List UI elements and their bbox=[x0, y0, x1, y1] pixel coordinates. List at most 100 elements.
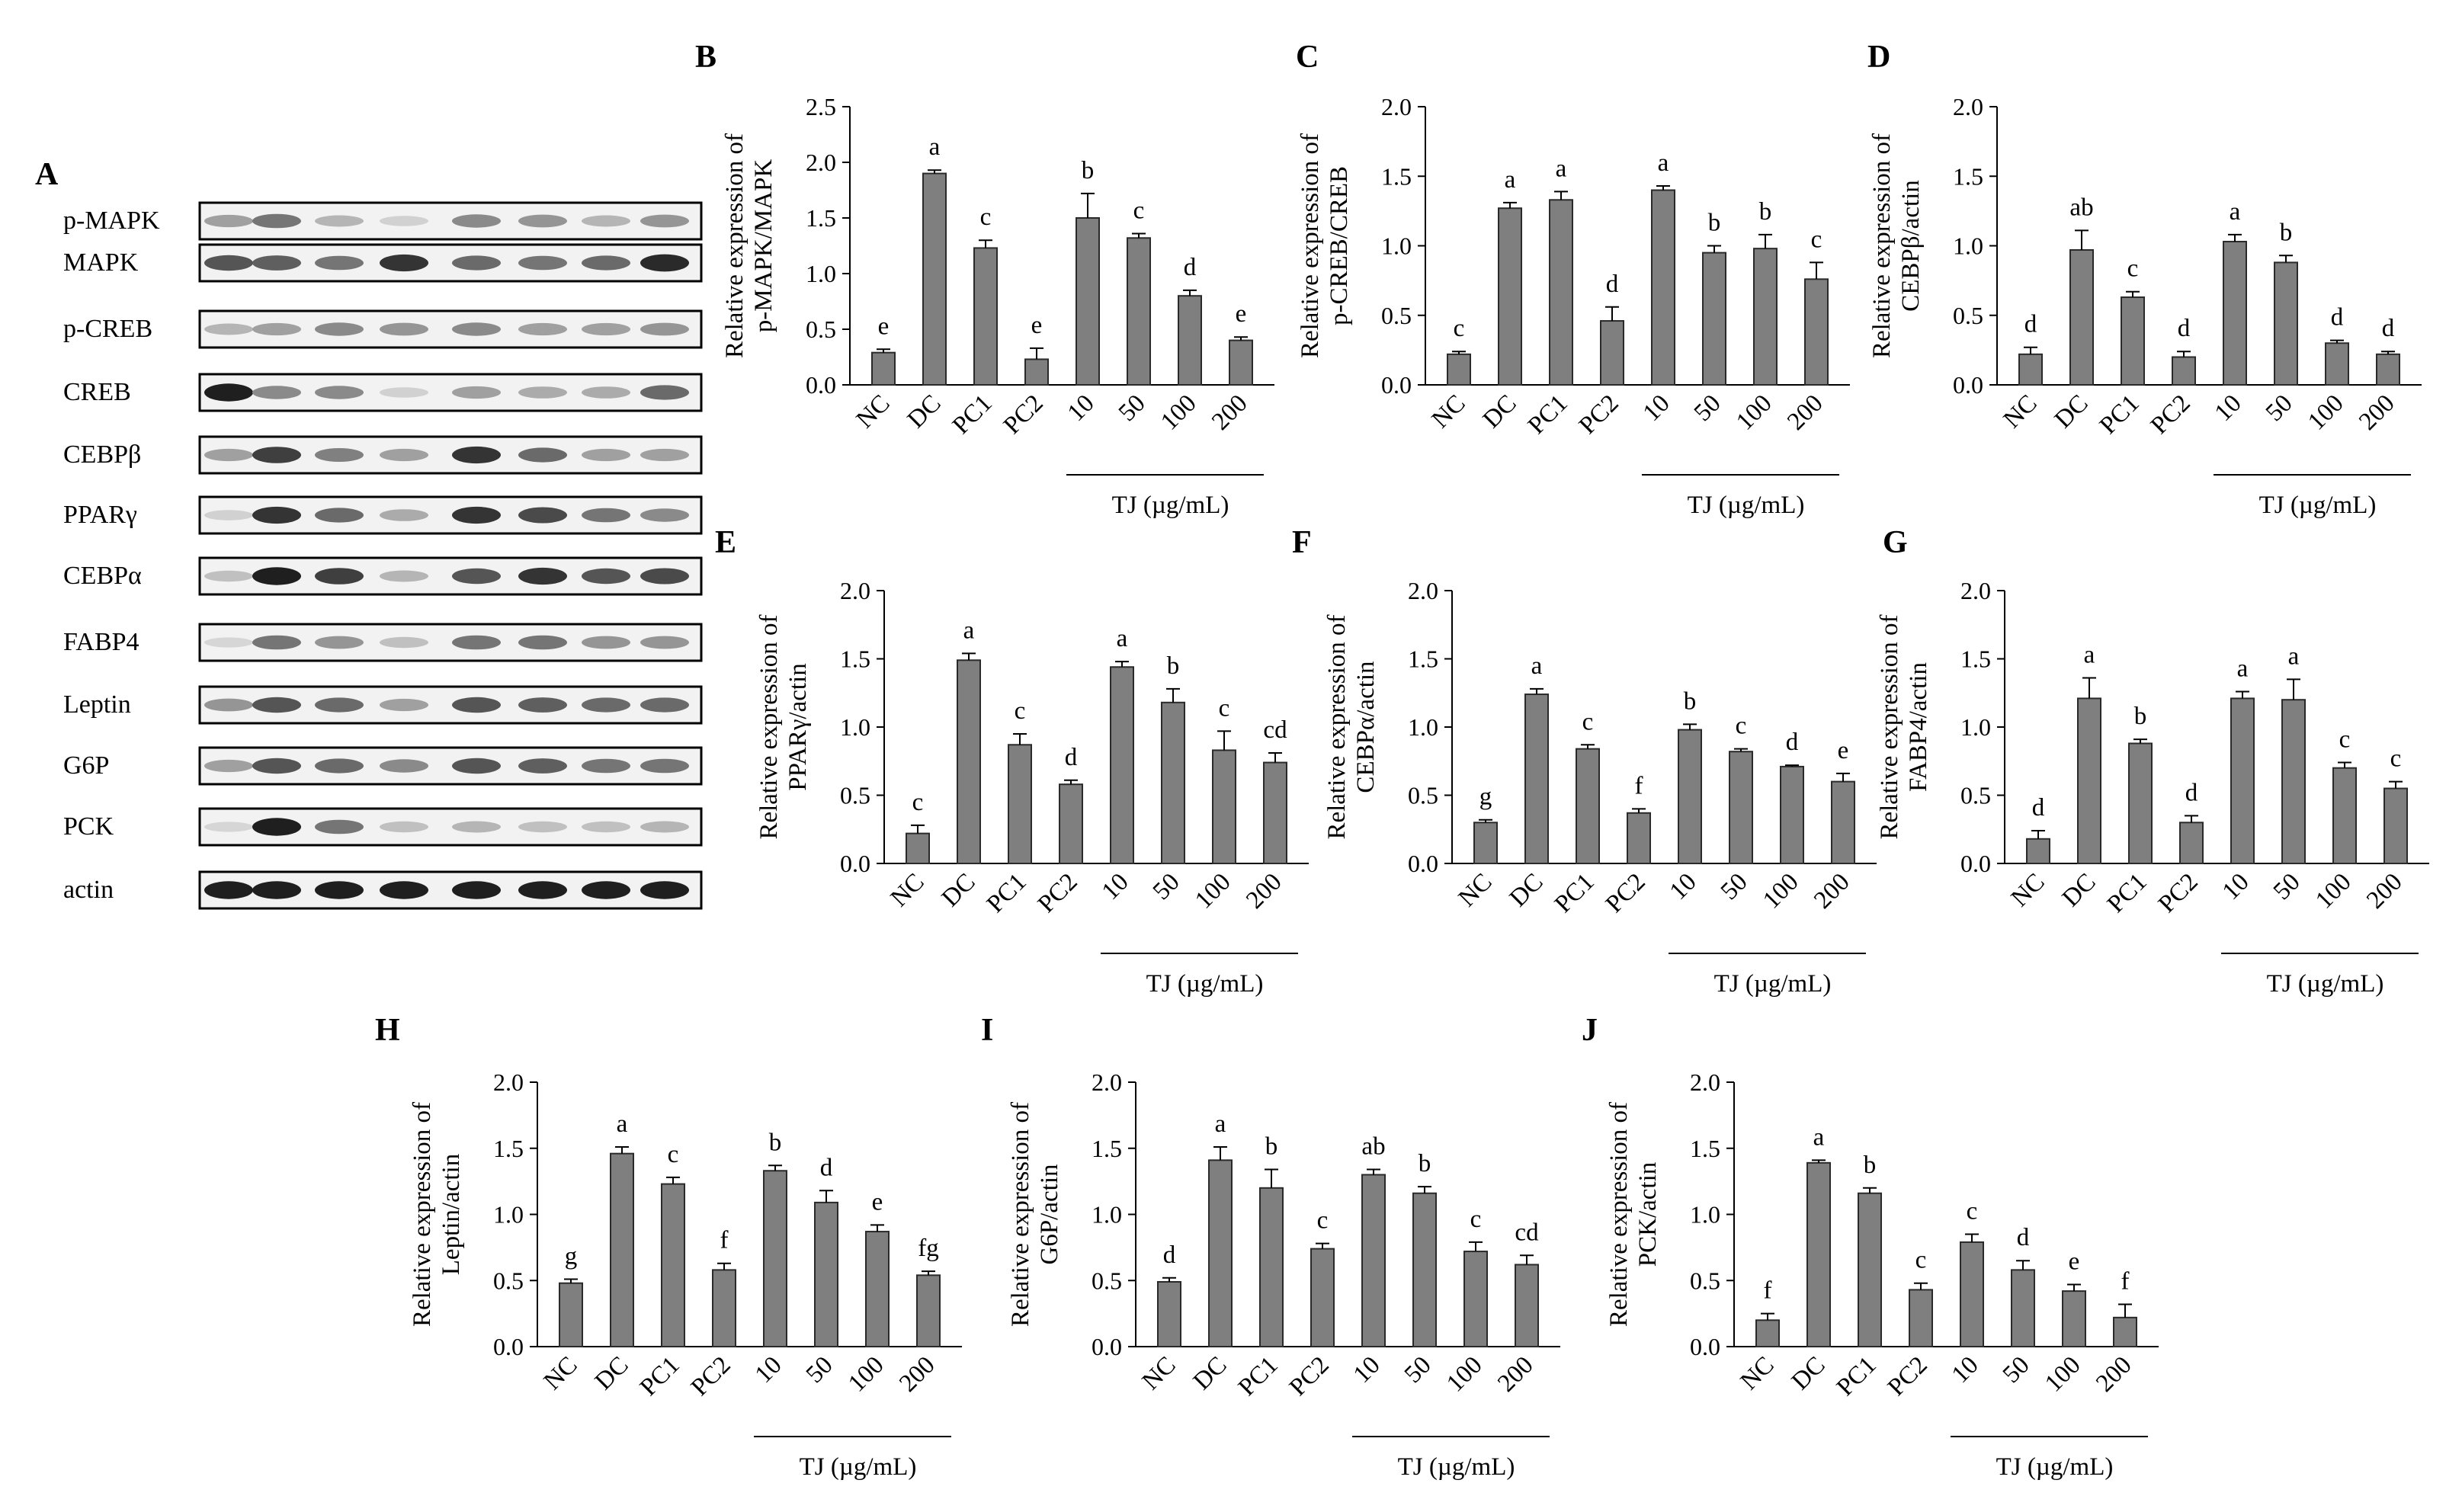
blot-band bbox=[315, 568, 364, 585]
significance-letter: c bbox=[1736, 713, 1747, 740]
y-axis-label: Relative expression ofp-MAPK/MAPK bbox=[721, 133, 777, 358]
bar bbox=[1498, 207, 1522, 386]
y-tick-label: 2.0 bbox=[1408, 577, 1438, 604]
significance-letter: d bbox=[2331, 304, 2344, 332]
x-tick-label: NC bbox=[2006, 868, 2050, 912]
significance-letter: g bbox=[1479, 783, 1492, 811]
bar bbox=[1600, 320, 1624, 386]
x-tick-label: PC2 bbox=[1883, 1351, 1933, 1401]
blot-band bbox=[518, 567, 567, 585]
bar bbox=[1806, 1161, 1831, 1347]
blot-band bbox=[252, 506, 301, 524]
bar bbox=[2223, 241, 2247, 386]
x-tick-label: NC bbox=[1137, 1351, 1181, 1395]
x-tick-label: 50 bbox=[801, 1351, 838, 1389]
y-axis-label: Relative expression ofCEBPα/actin bbox=[1323, 614, 1380, 839]
significance-letter: c bbox=[2127, 255, 2139, 283]
y-axis-label-line: Leptin/actin bbox=[438, 1154, 465, 1275]
blot-band bbox=[582, 821, 630, 833]
x-tick-label: 200 bbox=[2361, 868, 2407, 914]
significance-letter: d bbox=[2032, 794, 2045, 822]
bar bbox=[1212, 749, 1236, 864]
bar bbox=[2325, 342, 2349, 386]
blot-band bbox=[252, 758, 301, 774]
blot-band bbox=[582, 568, 630, 585]
y-axis-label: Relative expression ofp-CREB/CREB bbox=[1297, 133, 1353, 358]
y-axis-label-line: Relative expression of bbox=[755, 614, 783, 839]
x-tick-label: 100 bbox=[1190, 868, 1236, 914]
x-tick-label: 200 bbox=[1782, 389, 1828, 435]
x-tick-label: DC bbox=[1787, 1351, 1831, 1395]
bar bbox=[1161, 701, 1185, 865]
blot-band bbox=[582, 215, 630, 227]
significance-letter: c bbox=[1015, 697, 1026, 725]
blot-band bbox=[380, 759, 428, 773]
x-tick-label: 10 bbox=[1947, 1351, 1984, 1389]
blot-row: CEBPα bbox=[63, 556, 703, 596]
blot-band bbox=[452, 568, 501, 585]
bar bbox=[2274, 261, 2298, 386]
bar bbox=[1229, 339, 1253, 386]
bar bbox=[1076, 217, 1100, 386]
significance-letter: e bbox=[878, 312, 890, 340]
significance-letter: d bbox=[2185, 779, 2198, 806]
y-tick-label: 2.0 bbox=[806, 149, 836, 176]
significance-letter: a bbox=[963, 617, 975, 644]
y-tick-label: 1.5 bbox=[1408, 645, 1438, 673]
blot-band bbox=[640, 322, 689, 336]
x-tick-label: DC bbox=[2050, 389, 2094, 434]
significance-letter: b bbox=[1864, 1152, 1877, 1179]
significance-letter: d bbox=[1184, 254, 1197, 281]
blot-band bbox=[452, 758, 501, 774]
panel-letter-A: A bbox=[35, 157, 59, 192]
y-tick-label: 1.5 bbox=[1690, 1135, 1720, 1162]
x-tick-label: 100 bbox=[1731, 389, 1777, 435]
bar bbox=[1753, 248, 1778, 386]
bar bbox=[1259, 1187, 1284, 1348]
y-tick-label: 0.0 bbox=[1408, 850, 1438, 877]
blot-band bbox=[582, 508, 630, 523]
blot-band bbox=[518, 821, 567, 833]
blot-band bbox=[204, 510, 253, 521]
blot-band bbox=[204, 214, 253, 228]
x-tick-label: 100 bbox=[1156, 389, 1201, 435]
bar bbox=[2011, 1269, 2035, 1347]
significance-letter: a bbox=[1813, 1123, 1825, 1151]
bar bbox=[922, 172, 947, 386]
x-tick-label: DC bbox=[1188, 1351, 1233, 1395]
significance-letter: f bbox=[720, 1227, 729, 1254]
significance-letter: b bbox=[1167, 652, 1180, 680]
significance-letter: c bbox=[2390, 745, 2402, 773]
bar bbox=[1755, 1319, 1780, 1348]
bar bbox=[1576, 748, 1600, 865]
y-tick-label: 1.5 bbox=[1960, 645, 1991, 673]
blot-band bbox=[518, 447, 567, 463]
significance-letter: c bbox=[1582, 708, 1594, 735]
x-axis-label: TJ (µg/mL) bbox=[1688, 492, 1805, 519]
significance-letter: c bbox=[1470, 1206, 1482, 1233]
blot-band bbox=[252, 322, 301, 336]
y-axis-label-line: G6P/actin bbox=[1036, 1164, 1063, 1265]
x-tick-label: PC2 bbox=[1284, 1351, 1335, 1401]
blot-band bbox=[380, 821, 428, 833]
y-tick-label: 0.0 bbox=[1381, 371, 1412, 399]
blot-band bbox=[315, 386, 364, 399]
x-tick-label: PC1 bbox=[635, 1351, 685, 1401]
x-tick-label: PC1 bbox=[1832, 1351, 1882, 1401]
bar bbox=[1858, 1192, 1882, 1347]
blot-band bbox=[204, 255, 253, 271]
blot-band bbox=[640, 881, 689, 899]
bar bbox=[763, 1170, 787, 1347]
bar bbox=[1127, 237, 1151, 386]
blot-band bbox=[452, 214, 501, 228]
y-tick-label: 1.5 bbox=[493, 1135, 524, 1162]
x-tick-label: 10 bbox=[2210, 389, 2247, 427]
y-tick-label: 2.0 bbox=[1960, 577, 1991, 604]
blot-band bbox=[204, 570, 253, 582]
significance-letter: ab bbox=[2069, 194, 2093, 221]
y-tick-label: 1.0 bbox=[1092, 1201, 1122, 1228]
y-axis-label: Relative expression ofCEBPβ/actin bbox=[1868, 133, 1925, 358]
bar bbox=[1463, 1251, 1488, 1347]
blot-band bbox=[380, 387, 428, 398]
